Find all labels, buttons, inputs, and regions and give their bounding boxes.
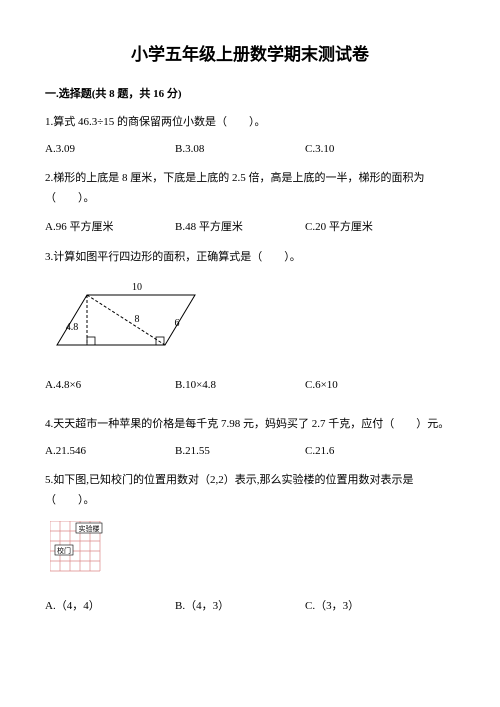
fig-top-label: 10 [132,282,142,293]
q5-opt-a: A.（4，4） [45,597,175,613]
q5-opt-c: C.（3，3） [305,597,455,613]
q2-opt-c: C.20 平方厘米 [305,218,455,234]
question-2-options: A.96 平方厘米 B.48 平方厘米 C.20 平方厘米 [45,218,455,234]
q3-opt-c: C.6×10 [305,379,455,391]
question-5: 5.如下图,已知校门的位置用数对（2,2）表示,那么实验楼的位置用数对表示是（ … [45,471,455,511]
q4-opt-b: B.21.55 [175,445,305,457]
question-4-options: A.21.546 B.21.55 C.21.6 [45,445,455,457]
q1-opt-a: A.3.09 [45,143,175,155]
q2-opt-a: A.96 平方厘米 [45,218,175,234]
question-1-options: A.3.09 B.3.08 C.3.10 [45,143,455,155]
q3-opt-b: B.10×4.8 [175,379,305,391]
section-header: 一.选择题(共 8 题，共 16 分) [45,85,455,101]
page-title: 小学五年级上册数学期末测试卷 [45,40,455,65]
q1-opt-c: C.3.10 [305,143,455,155]
grid-figure: 实验楼 校门 [50,521,455,581]
fig-right-label: 6 [175,318,180,329]
fig-diag-label: 8 [135,314,140,325]
grid-gate: 校门 [57,546,71,555]
fig-left-label: 4.8 [66,322,79,333]
q3-opt-a: A.4.8×6 [45,379,175,391]
q1-opt-b: B.3.08 [175,143,305,155]
q2-opt-b: B.48 平方厘米 [175,218,305,234]
question-3: 3.计算如图平行四边形的面积，正确算式是（ ）。 [45,248,455,268]
q5-opt-b: B.（4，3） [175,597,305,613]
question-4: 4.天天超市一种苹果的价格是每千克 7.98 元，妈妈买了 2.7 千克，应付（… [45,415,455,435]
question-2: 2.梯形的上底是 8 厘米，下底是上底的 2.5 倍，高是上底的一半，梯形的面积… [45,169,455,209]
grid-lab-building: 实验楼 [79,524,100,533]
question-3-options: A.4.8×6 B.10×4.8 C.6×10 [45,379,455,391]
parallelogram-figure: 10 4.8 8 6 [55,280,455,365]
question-5-options: A.（4，4） B.（4，3） C.（3，3） [45,597,455,613]
q4-opt-a: A.21.546 [45,445,175,457]
question-1: 1.算式 46.3÷15 的商保留两位小数是（ ）。 [45,113,455,133]
q4-opt-c: C.21.6 [305,445,455,457]
